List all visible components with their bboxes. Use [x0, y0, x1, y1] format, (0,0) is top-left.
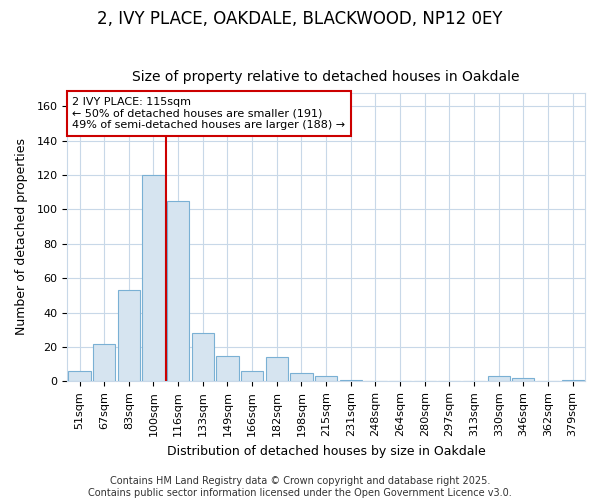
X-axis label: Distribution of detached houses by size in Oakdale: Distribution of detached houses by size …	[167, 444, 485, 458]
Bar	[315, 376, 337, 382]
Bar	[488, 376, 510, 382]
Bar	[562, 380, 584, 382]
Bar	[93, 344, 115, 382]
Y-axis label: Number of detached properties: Number of detached properties	[15, 138, 28, 336]
Bar	[142, 175, 164, 382]
Bar	[340, 380, 362, 382]
Bar	[512, 378, 535, 382]
Text: Contains HM Land Registry data © Crown copyright and database right 2025.
Contai: Contains HM Land Registry data © Crown c…	[88, 476, 512, 498]
Text: 2 IVY PLACE: 115sqm
← 50% of detached houses are smaller (191)
49% of semi-detac: 2 IVY PLACE: 115sqm ← 50% of detached ho…	[73, 97, 346, 130]
Bar	[266, 358, 288, 382]
Bar	[241, 371, 263, 382]
Bar	[167, 201, 189, 382]
Bar	[290, 372, 313, 382]
Bar	[118, 290, 140, 382]
Bar	[217, 356, 239, 382]
Bar	[192, 333, 214, 382]
Title: Size of property relative to detached houses in Oakdale: Size of property relative to detached ho…	[133, 70, 520, 85]
Text: 2, IVY PLACE, OAKDALE, BLACKWOOD, NP12 0EY: 2, IVY PLACE, OAKDALE, BLACKWOOD, NP12 0…	[97, 10, 503, 28]
Bar	[68, 371, 91, 382]
